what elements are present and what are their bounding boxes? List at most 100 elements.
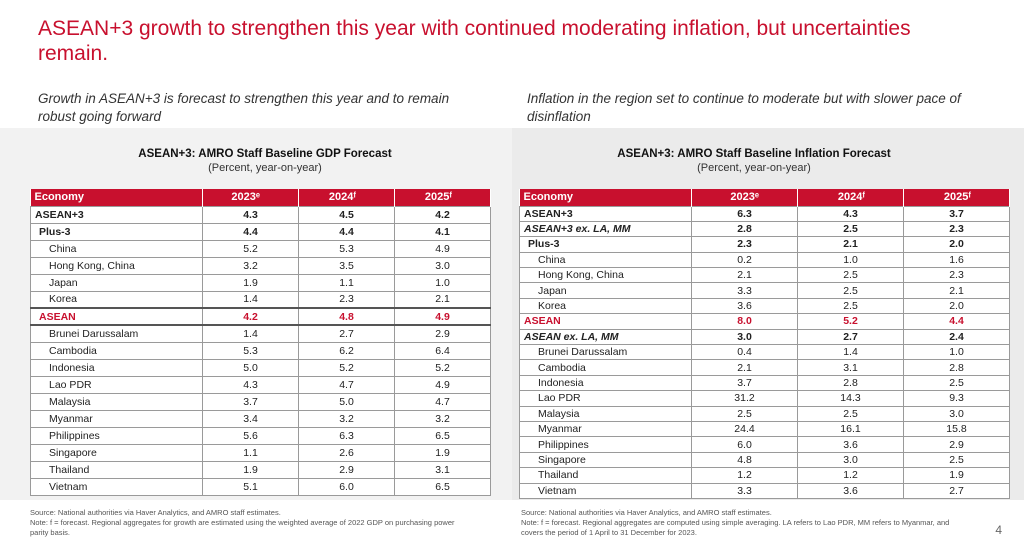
value-2023: 2.5 xyxy=(691,405,798,422)
value-2024: 3.2 xyxy=(298,409,395,428)
table-row: China 0.2 1.0 1.6 xyxy=(519,251,1010,269)
economy-name: Vietnam xyxy=(30,477,203,496)
economy-name: Myanmar xyxy=(30,409,203,428)
economy-name: ASEAN ex. LA, MM xyxy=(519,328,692,346)
table-row: Brunei Darussalam 1.4 2.7 2.9 xyxy=(30,324,491,343)
economy-name: Vietnam xyxy=(519,482,692,499)
table-row: ASEAN+3 4.3 4.5 4.2 xyxy=(30,205,491,224)
value-2024: 4.5 xyxy=(298,205,395,224)
value-2023: 1.2 xyxy=(691,467,798,484)
value-2024: 1.4 xyxy=(797,344,904,361)
value-2024: 1.0 xyxy=(797,251,904,269)
value-2024: 5.3 xyxy=(298,239,395,258)
value-2023: 3.7 xyxy=(691,374,798,392)
value-2025: 2.3 xyxy=(903,220,1010,238)
economy-name: Plus-3 xyxy=(519,236,692,253)
value-2024: 3.6 xyxy=(797,436,904,453)
value-2025: 1.6 xyxy=(903,251,1010,269)
value-2023: 31.2 xyxy=(691,390,798,407)
value-2024: 3.5 xyxy=(298,256,395,275)
value-2024: 1.2 xyxy=(797,467,904,484)
value-2025: 2.7 xyxy=(903,482,1010,499)
value-2024: 5.2 xyxy=(298,358,395,377)
value-2025: 2.0 xyxy=(903,297,1010,315)
value-2023: 1.9 xyxy=(202,273,299,292)
economy-name: Philippines xyxy=(519,436,692,453)
note-text: Note: f = forecast. Regional aggregates … xyxy=(30,518,455,537)
value-2024: 1.1 xyxy=(298,273,395,292)
economy-name: Cambodia xyxy=(30,341,203,360)
table-row: Singapore 4.8 3.0 2.5 xyxy=(519,451,1010,469)
value-2025: 5.2 xyxy=(394,358,491,377)
table-row: Malaysia 2.5 2.5 3.0 xyxy=(519,405,1010,422)
value-2025: 2.5 xyxy=(903,374,1010,392)
value-2024: 2.5 xyxy=(797,405,904,422)
value-2023: 2.3 xyxy=(691,236,798,253)
economy-name: Japan xyxy=(519,282,692,299)
value-2024: 2.5 xyxy=(797,267,904,284)
table-row: Cambodia 2.1 3.1 2.8 xyxy=(519,359,1010,376)
economy-name: Indonesia xyxy=(30,358,203,377)
economy-name: Singapore xyxy=(519,451,692,469)
table-row: Vietnam 3.3 3.6 2.7 xyxy=(519,482,1010,499)
table-row: Japan 1.9 1.1 1.0 xyxy=(30,273,491,292)
table-row: Plus-3 4.4 4.4 4.1 xyxy=(30,222,491,241)
header-economy: Economy xyxy=(30,189,203,206)
header-economy: Economy xyxy=(519,189,692,206)
table-row: Indonesia 3.7 2.8 2.5 xyxy=(519,374,1010,392)
table-row: Myanmar 3.4 3.2 3.2 xyxy=(30,409,491,428)
table-header-row: Economy 2023ᵉ 2024ᶠ 2025ᶠ xyxy=(30,189,491,206)
header-2023: 2023ᵉ xyxy=(202,189,299,206)
value-2023: 3.0 xyxy=(691,328,798,346)
gdp-forecast-table: Economy 2023ᵉ 2024ᶠ 2025ᶠ ASEAN+3 4.3 4.5 4… xyxy=(30,189,491,496)
table-row: ASEAN+3 ex. LA, MM 2.8 2.5 2.3 xyxy=(519,220,1010,238)
value-2025: 4.7 xyxy=(394,392,491,411)
value-2024: 5.0 xyxy=(298,392,395,411)
economy-name: Thailand xyxy=(30,460,203,479)
value-2024: 2.5 xyxy=(797,282,904,299)
header-2025: 2025ᶠ xyxy=(394,189,491,206)
value-2023: 0.4 xyxy=(691,344,798,361)
value-2023: 5.2 xyxy=(202,239,299,258)
table-row: Malaysia 3.7 5.0 4.7 xyxy=(30,392,491,411)
value-2025: 2.9 xyxy=(903,436,1010,453)
table-row: Myanmar 24.4 16.1 15.8 xyxy=(519,420,1010,438)
value-2025: 4.4 xyxy=(903,313,1010,330)
value-2023: 1.4 xyxy=(202,290,299,309)
source-text: Source: National authorities via Haver A… xyxy=(30,508,281,517)
table-row: China 5.2 5.3 4.9 xyxy=(30,239,491,258)
value-2023: 8.0 xyxy=(691,313,798,330)
right-subtitle: Inflation in the region set to continue … xyxy=(527,91,961,124)
table-row: Indonesia 5.0 5.2 5.2 xyxy=(30,358,491,377)
value-2025: 9.3 xyxy=(903,390,1010,407)
value-2025: 2.9 xyxy=(394,324,491,343)
inflation-forecast-table: Economy 2023ᵉ 2024ᶠ 2025ᶠ ASEAN+3 6.3 4.3 3… xyxy=(519,189,1010,499)
table-row: Thailand 1.9 2.9 3.1 xyxy=(30,460,491,479)
economy-name: Korea xyxy=(519,297,692,315)
economy-name: ASEAN xyxy=(30,307,203,326)
value-2023: 3.3 xyxy=(691,282,798,299)
value-2023: 5.3 xyxy=(202,341,299,360)
value-2023: 3.7 xyxy=(202,392,299,411)
table-row: ASEAN 4.2 4.8 4.9 xyxy=(30,307,491,326)
economy-name: Indonesia xyxy=(519,374,692,392)
value-2024: 2.9 xyxy=(298,460,395,479)
page-number: 4 xyxy=(995,523,1002,537)
value-2024: 3.6 xyxy=(797,482,904,499)
value-2023: 24.4 xyxy=(691,420,798,438)
source-text: Source: National authorities via Haver A… xyxy=(521,508,772,517)
inflation-source-note: Source: National authorities via Haver A… xyxy=(521,508,961,538)
economy-name: Hong Kong, China xyxy=(519,267,692,284)
table-row: Brunei Darussalam 0.4 1.4 1.0 xyxy=(519,344,1010,361)
value-2025: 1.9 xyxy=(903,467,1010,484)
table-row: Lao PDR 31.2 14.3 9.3 xyxy=(519,390,1010,407)
value-2025: 3.0 xyxy=(394,256,491,275)
value-2025: 6.5 xyxy=(394,477,491,496)
value-2024: 6.3 xyxy=(298,426,395,445)
value-2025: 1.0 xyxy=(394,273,491,292)
economy-name: Malaysia xyxy=(30,392,203,411)
value-2025: 3.2 xyxy=(394,409,491,428)
value-2023: 1.9 xyxy=(202,460,299,479)
table-row: Cambodia 5.3 6.2 6.4 xyxy=(30,341,491,360)
value-2023: 5.6 xyxy=(202,426,299,445)
